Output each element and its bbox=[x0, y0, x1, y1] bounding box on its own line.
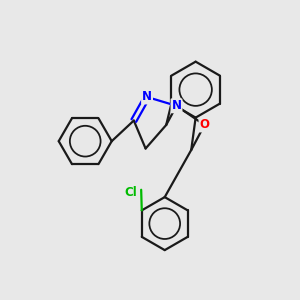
Text: Cl: Cl bbox=[124, 186, 137, 199]
Text: O: O bbox=[200, 118, 209, 131]
Text: N: N bbox=[142, 91, 152, 103]
Text: N: N bbox=[172, 99, 182, 112]
